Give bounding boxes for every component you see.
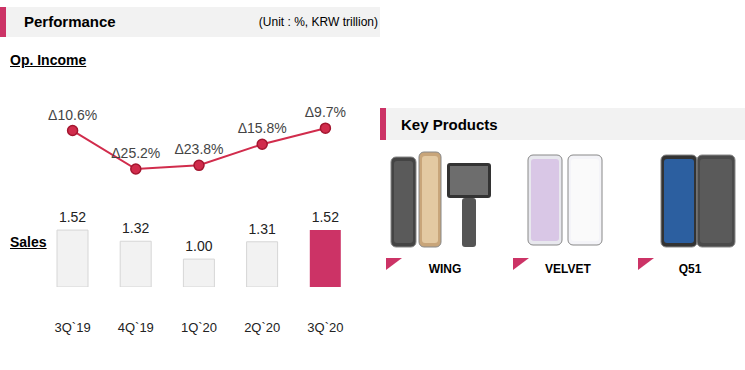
html-text:Q51: Q51 <box>678 262 702 276</box>
html-text:WING: WING <box>428 262 462 276</box>
svg-text:1Q`20: 1Q`20 <box>181 320 217 335</box>
html-text:Sales: Sales <box>10 234 47 250</box>
html-text:Op. Income: Op. Income <box>10 52 87 68</box>
svg-text:1.00: 1.00 <box>185 238 212 254</box>
html-text:Performance: Performance <box>24 13 116 30</box>
svg-text:2Q`20: 2Q`20 <box>244 320 280 335</box>
svg-text:3Q`19: 3Q`19 <box>55 320 91 335</box>
svg-text:Δ25.2%: Δ25.2% <box>111 145 160 161</box>
html-text:Key Products: Key Products <box>401 116 498 133</box>
svg-text:1.52: 1.52 <box>312 209 339 225</box>
svg-text:Δ23.8%: Δ23.8% <box>174 141 223 157</box>
svg-text:1.52: 1.52 <box>59 209 86 225</box>
html-text:(Unit : %, KRW trillion): (Unit : %, KRW trillion) <box>258 15 378 29</box>
html-text:VELVET: VELVET <box>545 262 591 276</box>
svg-text:3Q`20: 3Q`20 <box>307 320 343 335</box>
svg-text:1.31: 1.31 <box>248 221 275 237</box>
svg-text:Δ10.6%: Δ10.6% <box>48 107 97 123</box>
svg-text:Δ9.7%: Δ9.7% <box>305 104 346 120</box>
svg-text:Δ15.8%: Δ15.8% <box>238 120 287 136</box>
svg-text:4Q`19: 4Q`19 <box>118 320 154 335</box>
svg-text:1.32: 1.32 <box>122 220 149 236</box>
